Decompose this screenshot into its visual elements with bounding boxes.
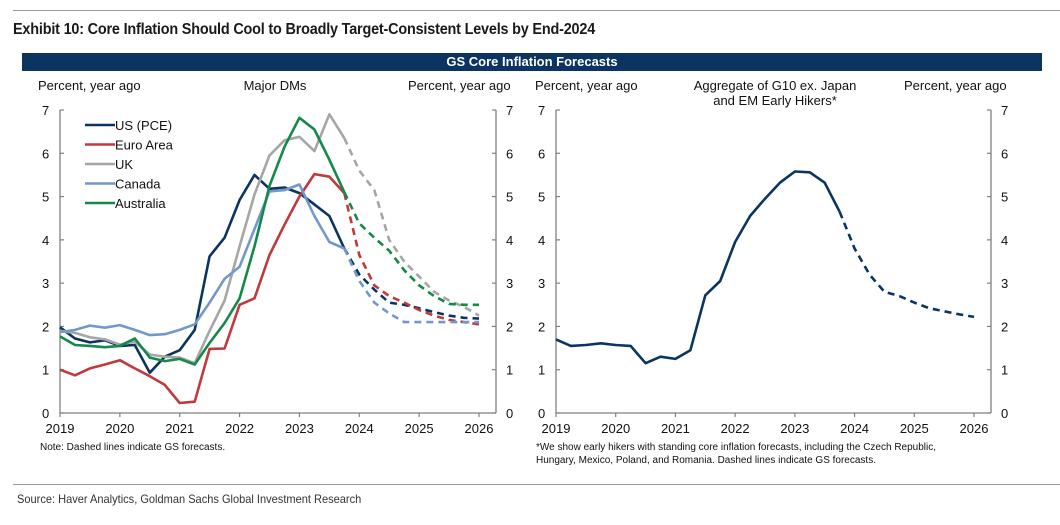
- left-x-tick-label: 2021: [165, 421, 194, 436]
- left-y-axis-label-left: Percent, year ago: [38, 78, 141, 93]
- right-y-tick-label-left: 1: [538, 363, 545, 378]
- left-series-us-pce-actual: [59, 173, 346, 375]
- left-y-tick-label-left: 3: [42, 276, 49, 291]
- left-legend: US (PCE) Euro Area UK Canada Australia: [85, 118, 174, 211]
- right-y-tick-label-right: 4: [1001, 233, 1008, 248]
- left-x-tick-label: 2022: [225, 421, 254, 436]
- left-chart-note: Note: Dashed lines indicate GS forecasts…: [40, 442, 226, 453]
- left-y-tick-label-right: 4: [506, 233, 513, 248]
- left-series-canada-actual: [59, 183, 345, 337]
- right-y-tick-label-right: 1: [1001, 363, 1008, 378]
- left-y-tick-label-left: 0: [42, 406, 49, 421]
- right-y-tick-label-right: 3: [1001, 276, 1008, 291]
- right-y-tick-label-right: 0: [1001, 406, 1008, 421]
- legend-label-canada: Canada: [115, 177, 161, 192]
- left-y-tick-label-right: 2: [506, 319, 513, 334]
- exhibit-title: Exhibit 10: Core Inflation Should Cool t…: [13, 21, 596, 38]
- left-series-australia-actual: [59, 116, 346, 366]
- left-y-tick-label-left: 1: [42, 363, 49, 378]
- bottom-divider: [13, 484, 1060, 485]
- right-series-aggregate-forecast: [838, 211, 975, 319]
- right-chart: Percent, year ago Percent, year ago Aggreg…: [535, 78, 1008, 436]
- right-x-tick-label: 2025: [900, 421, 929, 436]
- left-y-axis-label-right: Percent, year ago: [408, 78, 511, 93]
- top-divider: [13, 10, 1060, 11]
- right-y-tick-label-right: 2: [1001, 319, 1008, 334]
- right-x-tick-label: 2022: [721, 421, 750, 436]
- right-chart-note-line-2: Hungary, Mexico, Poland, and Romania. Da…: [536, 455, 876, 466]
- right-y-tick-label-right: 7: [1001, 103, 1008, 118]
- source-note: Source: Haver Analytics, Goldman Sachs G…: [17, 492, 362, 506]
- right-y-tick-label-left: 7: [538, 103, 545, 118]
- right-x-tick-label: 2019: [542, 421, 571, 436]
- banner-title: GS Core Inflation Forecasts: [22, 53, 1042, 71]
- left-y-tick-label-right: 3: [506, 276, 513, 291]
- left-y-tick-label-left: 5: [42, 190, 49, 205]
- right-y-tick-label-left: 5: [538, 190, 545, 205]
- right-series-aggregate-actual: [555, 170, 841, 365]
- legend-label-uk: UK: [115, 157, 133, 172]
- right-x-tick-label: 2026: [960, 421, 989, 436]
- left-y-tick-label-left: 2: [42, 319, 49, 334]
- left-x-tick-label: 2019: [46, 421, 75, 436]
- left-x-tick-label: 2023: [285, 421, 314, 436]
- right-y-tick-label-right: 6: [1001, 146, 1008, 161]
- right-y-axis-label-left: Percent, year ago: [535, 78, 638, 93]
- legend-label-euro-area: Euro Area: [115, 138, 174, 153]
- left-series-canada-forecast: [343, 247, 479, 324]
- left-y-tick-label-right: 7: [506, 103, 513, 118]
- left-x-tick-label: 2025: [405, 421, 434, 436]
- left-y-tick-label-right: 5: [506, 190, 513, 205]
- left-x-tick-label: 2026: [465, 421, 494, 436]
- left-series-uk-actual: [59, 113, 346, 365]
- left-series-euro-area-actual: [59, 172, 346, 405]
- left-y-tick-label-left: 7: [42, 103, 49, 118]
- right-x-tick-label: 2020: [601, 421, 630, 436]
- left-y-tick-label-left: 6: [42, 146, 49, 161]
- left-y-tick-label-right: 6: [506, 146, 513, 161]
- right-y-tick-label-left: 6: [538, 146, 545, 161]
- right-x-tick-label: 2023: [780, 421, 809, 436]
- left-series-us-pce-forecast: [343, 247, 480, 320]
- right-x-tick-label: 2024: [840, 421, 869, 436]
- left-y-tick-label-right: 0: [506, 406, 513, 421]
- right-y-tick-label-left: 3: [538, 276, 545, 291]
- left-series-australia-forecast: [343, 191, 479, 307]
- legend-label-australia: Australia: [115, 196, 166, 211]
- left-x-tick-label: 2020: [105, 421, 134, 436]
- right-y-tick-label-left: 2: [538, 319, 545, 334]
- left-chart: Percent, year ago Percent, year ago Major …: [38, 78, 513, 436]
- right-x-tick-label: 2021: [661, 421, 690, 436]
- right-y-tick-label-left: 0: [538, 406, 545, 421]
- left-x-tick-label: 2024: [345, 421, 374, 436]
- legend-label-us-pce: US (PCE): [115, 118, 172, 133]
- left-series-uk-forecast: [343, 137, 480, 317]
- right-chart-title-line-1: Aggregate of G10 ex. Japan: [694, 78, 857, 93]
- right-y-axis-label-right: Percent, year ago: [904, 78, 1007, 93]
- right-y-tick-label-left: 4: [538, 233, 545, 248]
- left-y-tick-label-right: 1: [506, 363, 513, 378]
- left-chart-title: Major DMs: [244, 78, 307, 93]
- right-chart-note-line-1: *We show early hikers with standing core…: [536, 442, 937, 453]
- left-y-tick-label-left: 4: [42, 233, 49, 248]
- right-chart-note: *We show early hikers with standing core…: [536, 441, 936, 467]
- right-y-tick-label-right: 5: [1001, 190, 1008, 205]
- right-chart-title-line-2: and EM Early Hikers*: [713, 93, 837, 108]
